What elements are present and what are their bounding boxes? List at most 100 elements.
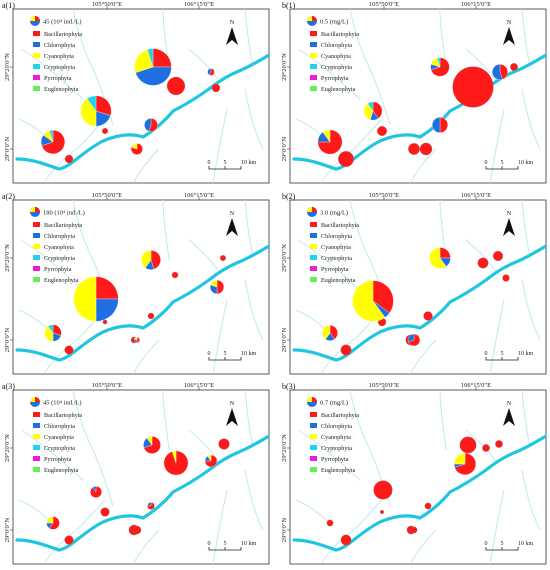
tributary-2 [409,339,437,374]
tributary-1 [349,9,391,126]
site-pie-s2 [340,344,352,356]
site-pie-s1 [44,324,62,342]
site-s4-slice-bacillariophyta [372,101,383,119]
site-pie-s1 [322,325,338,341]
panel-label-a1: a(1) [2,1,15,10]
site-pie-s9 [477,257,489,269]
north-arrow: N [226,19,238,45]
site-s1-slice-cryptophyta [49,130,54,143]
site-s10-slice-chlorophyta [492,64,503,80]
site-pie-s4 [80,95,112,127]
legend-label-cyanophyta: Cyanophyta [44,53,74,60]
site-s8-slice-cyanophyta [141,250,152,269]
legend-swatch-chlorophyta [310,423,317,428]
north-arrow-icon [226,27,238,45]
tributary-5 [521,200,531,257]
site-pie-s10 [502,274,510,282]
legend-size-value: 180 (10⁴ ind./L) [43,210,85,217]
site-s7-slice-bacillariophyta [131,143,143,155]
legend: 0.5 (mg/L) Bacillariophyta Chlorophyta Cyan… [307,16,359,93]
site-pie-s2 [64,345,74,355]
site-pie-s3 [102,319,108,325]
tributary-9 [521,279,541,341]
main-river [15,53,269,171]
legend-swatch-cryptophyta [310,64,317,69]
legend-label-euglenophyta: Euglenophyta [44,86,79,93]
tributary-4 [489,108,505,183]
site-s1-slice-cyanophyta [46,516,54,524]
site-pie-s2 [64,535,74,545]
site-s5-slice-bacillariophyta [419,142,433,156]
legend-label-cryptophyta: Cryptophyta [321,64,352,71]
tributary-7 [465,239,497,273]
site-s1-slice-cyanophyta [322,129,331,143]
legend: 0.7 (mg/L) Bacillariophyta Chlorophyta Cyan… [307,397,359,474]
site-s8-slice-chlorophyta [135,66,172,86]
tributary-9 [244,279,264,341]
site-s3-slice-bacillariophyta [380,510,384,514]
site-s8-slice-cyanophyta [146,436,153,446]
scale-bar-line [485,357,519,361]
legend-size-value: 0.5 (mg/L) [320,19,348,26]
north-label: N [230,210,235,217]
main-river [292,244,546,362]
north-arrow-icon [226,218,238,236]
legend-size-symbol-slice [35,207,40,212]
north-label: N [507,19,512,26]
site-pie-s11 [510,63,518,71]
site-s8-slice-bacillariophyta [152,48,172,68]
scale-label-10: 10 km [518,541,534,547]
site-pie-s1 [46,516,60,530]
north-arrow-icon [503,218,515,236]
panel-label-a2: a(2) [2,192,15,201]
left-tick-label-1: 29°20′0″N [281,434,288,462]
site-pie-s8 [429,247,451,269]
tributary-6 [20,239,84,291]
north-arrow-icon [226,408,238,426]
site-s3-slice-bacillariophyta [102,128,108,134]
tributary-0 [44,499,106,563]
left-tick-label-1: 29°20′0″N [281,53,288,81]
site-pie-s8 [141,250,161,270]
panel-label-a3: a(3) [2,382,15,391]
tributary-7 [188,429,220,463]
legend-swatch-cryptophyta [33,445,40,450]
site-s8-slice-bacillariophyta [150,250,161,270]
left-tick-label-2: 29°0′0″N [4,136,11,161]
site-pie-s7 [134,337,140,343]
top-tick-label-2: 106°15′0″E [461,192,491,199]
site-pie-s5 [419,142,433,156]
site-pie-s4 [363,101,383,121]
legend-label-bacillariophyta: Bacillariophyta [44,222,82,229]
scale-label-5: 5 [501,160,504,166]
legend-swatch-bacillariophyta [310,412,317,417]
legend-label-chlorophyta: Chlorophyta [44,42,75,49]
top-tick-label-2: 106°15′0″E [184,382,214,389]
tributary-5 [244,9,254,66]
site-s8-slice-cryptophyta [147,48,154,68]
legend-label-cyanophyta: Cyanophyta [321,244,351,251]
legend-swatch-bacillariophyta [33,412,40,417]
tributary-0 [44,118,106,182]
legend-swatch-cyanophyta [33,434,40,439]
legend-size-value: 3.0 (mg/L) [320,210,348,217]
site-pie-s11 [220,255,226,261]
site-pie-s7 [408,143,420,155]
tributary-7 [188,239,220,273]
site-s2-slice-bacillariophyta [64,154,74,164]
site-pie-s11 [495,440,503,448]
tributary-2 [132,339,160,374]
map-content [15,9,269,183]
site-s11-slice-bacillariophyta [510,63,518,71]
scale-bar-line [208,357,242,361]
tributary-3 [162,390,170,451]
legend-swatch-cyanophyta [310,53,317,58]
site-s4-slice-cyanophyta [352,280,386,322]
site-s4-slice-bacillariophyta [95,276,119,300]
legend: 3.0 (mg/L) Bacillariophyta Chlorophyta Cyan… [307,207,359,284]
legend-swatch-bacillariophyta [33,31,40,36]
legend-swatch-bacillariophyta [310,31,317,36]
legend-label-cyanophyta: Cyanophyta [321,434,351,441]
legend-label-chlorophyta: Chlorophyta [321,233,352,240]
